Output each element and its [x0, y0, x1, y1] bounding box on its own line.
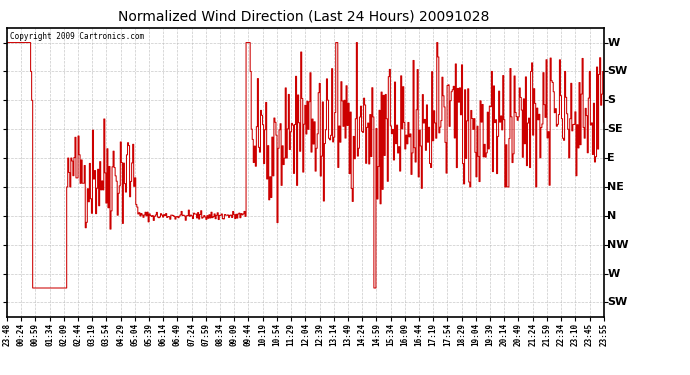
Text: NW: NW — [607, 240, 629, 250]
Text: E: E — [607, 153, 615, 163]
Text: SW: SW — [607, 297, 627, 307]
Text: W: W — [607, 38, 620, 48]
Text: Normalized Wind Direction (Last 24 Hours) 20091028: Normalized Wind Direction (Last 24 Hours… — [118, 9, 489, 23]
Text: Copyright 2009 Cartronics.com: Copyright 2009 Cartronics.com — [10, 33, 144, 42]
Text: W: W — [607, 268, 620, 279]
Text: S: S — [607, 95, 615, 105]
Text: NE: NE — [607, 182, 624, 192]
Text: SW: SW — [607, 66, 627, 76]
Text: N: N — [607, 211, 616, 221]
Text: SE: SE — [607, 124, 623, 134]
